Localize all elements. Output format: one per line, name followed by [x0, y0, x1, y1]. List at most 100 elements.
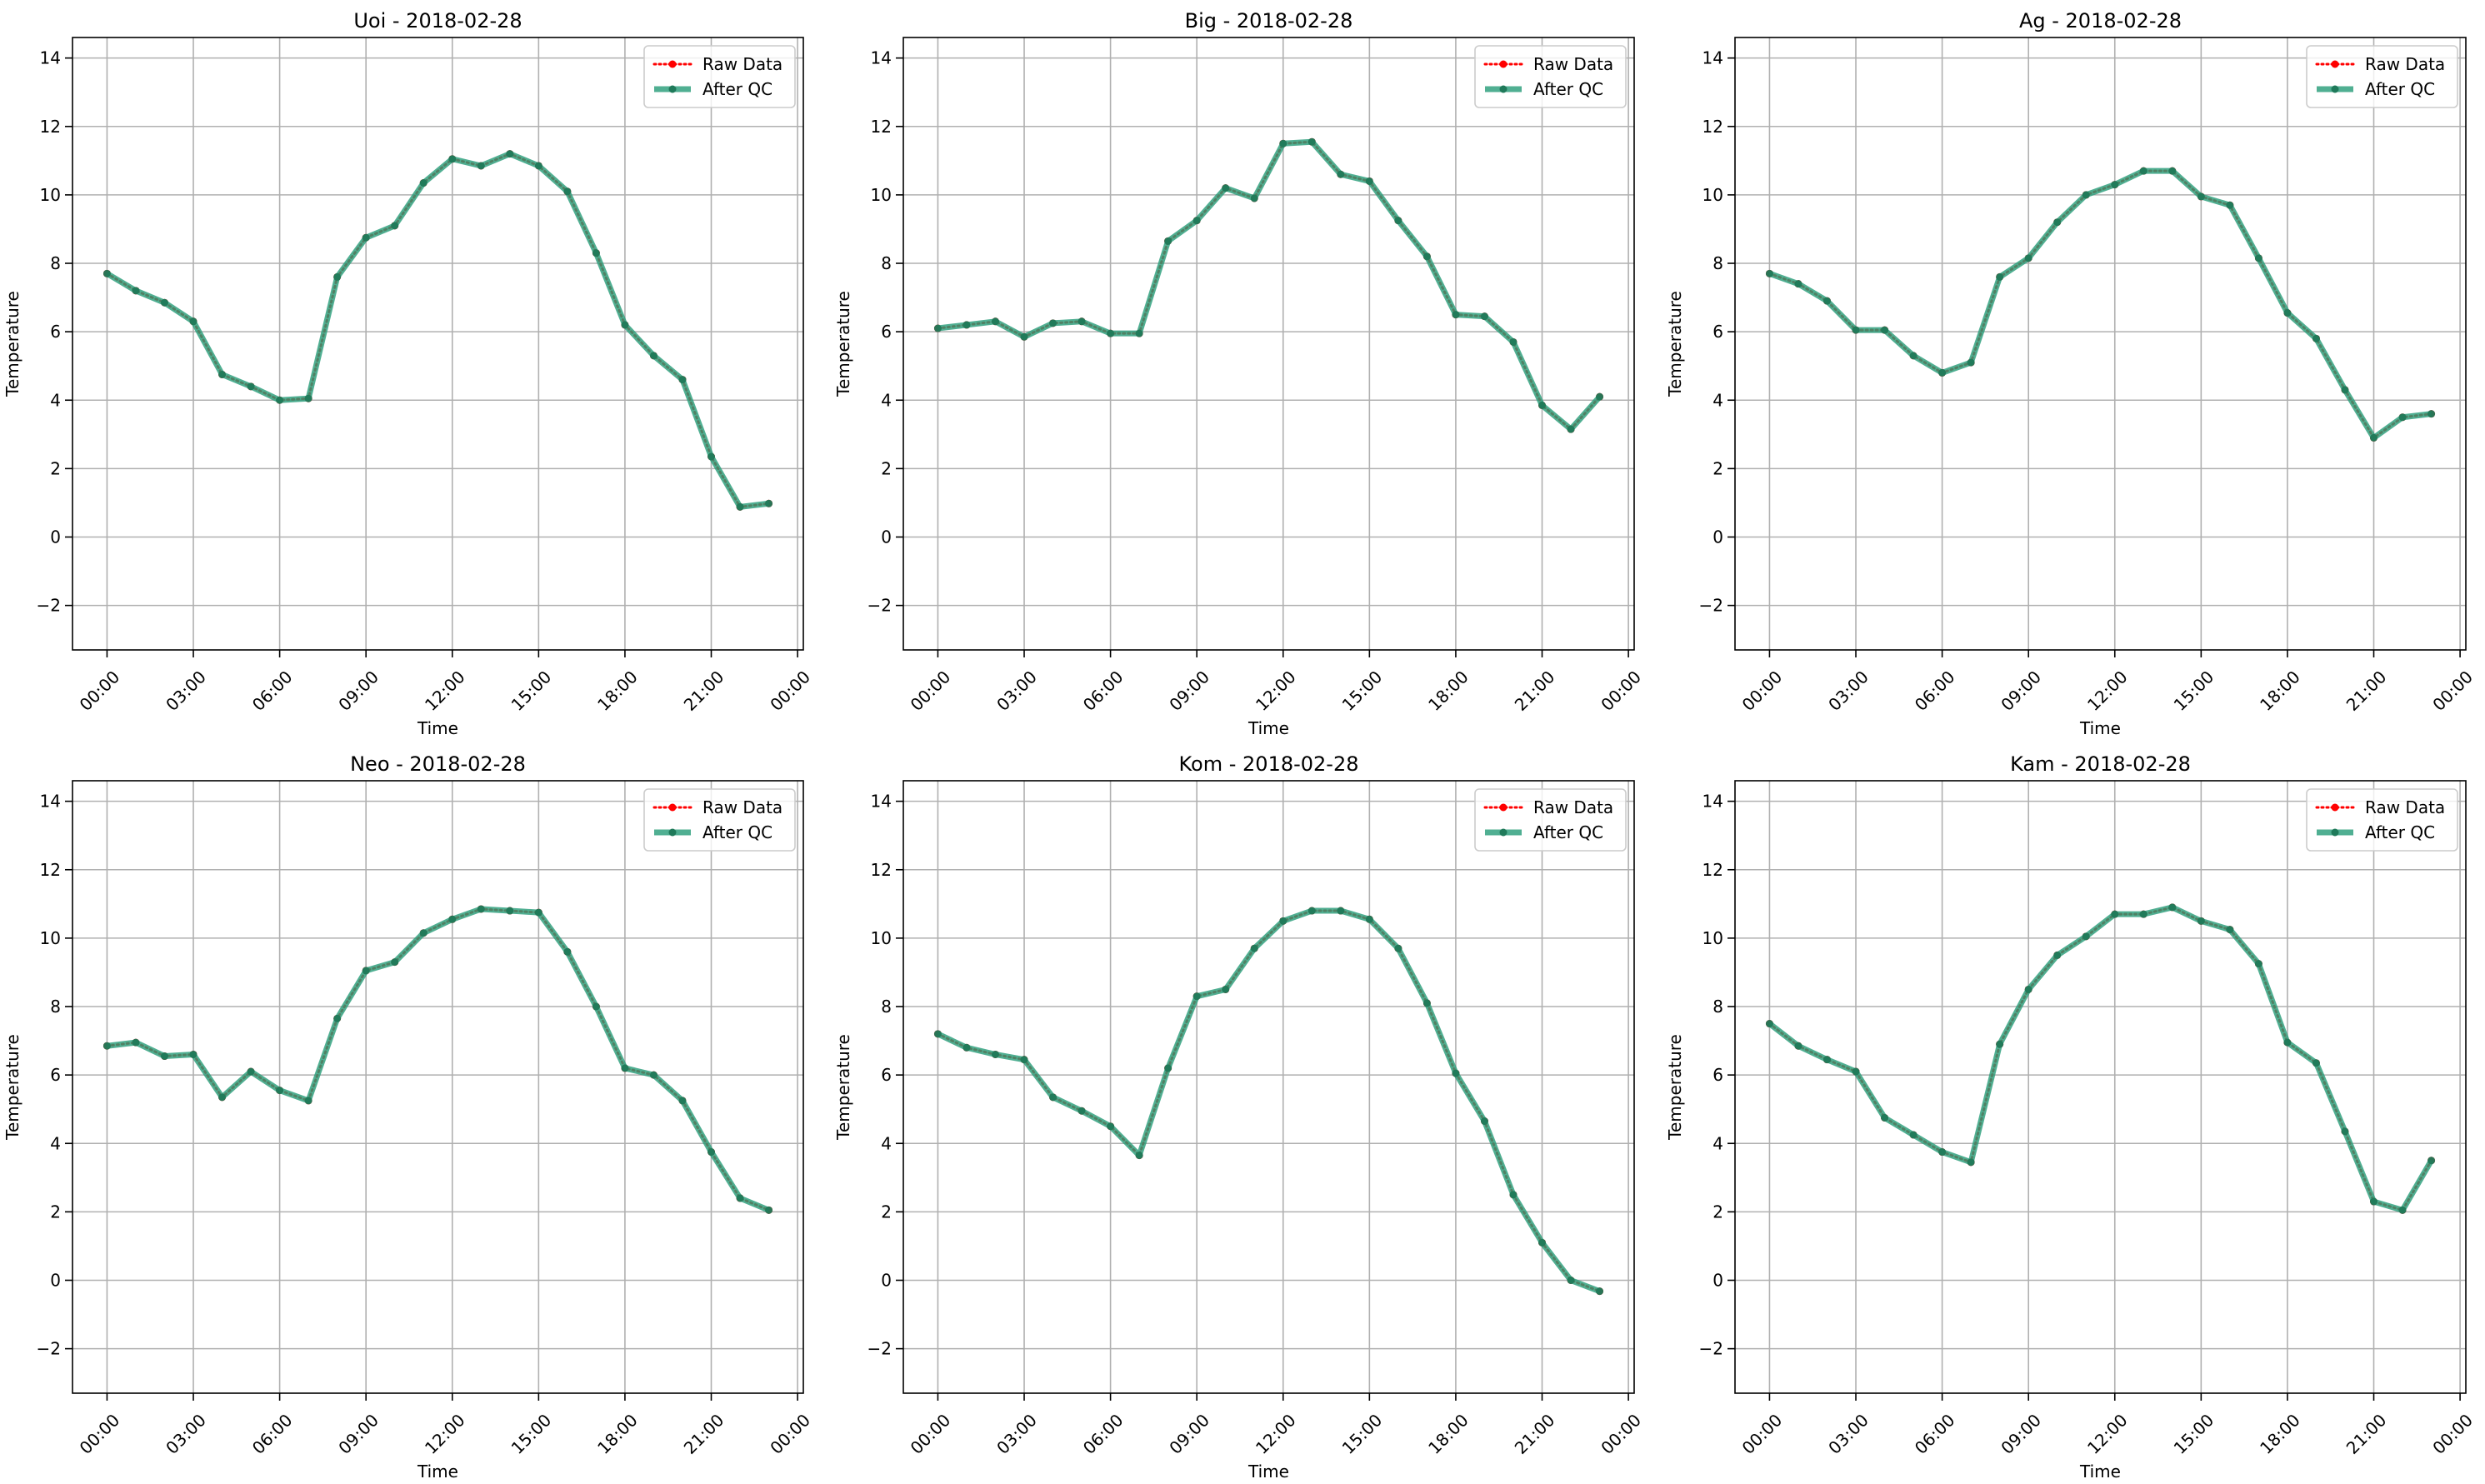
after-qc-point: [102, 1042, 111, 1050]
after-qc-point: [276, 1087, 284, 1095]
after-qc-point: [506, 907, 514, 915]
after-qc-point: [765, 1206, 773, 1214]
legend-qc-label: After QC: [702, 79, 772, 99]
x-tick-label: 09:00: [1165, 1410, 1213, 1458]
x-tick-label: 21:00: [2342, 667, 2391, 715]
y-axis-label: Temperature: [2, 291, 22, 397]
after-qc-point: [1337, 170, 1345, 178]
y-tick-label: 8: [50, 253, 61, 273]
after-qc-line: [1768, 904, 2434, 1213]
axes-frame: [1734, 780, 2467, 1394]
chart-title: Kam - 2018-02-28: [2010, 752, 2191, 776]
after-qc-point: [1365, 915, 1373, 923]
after-qc-line: [938, 138, 1602, 432]
y-tick-label: 8: [1712, 253, 1723, 273]
after-qc-point: [1794, 280, 1802, 288]
x-tick-label: 09:00: [334, 1410, 382, 1458]
after-qc-point: [2428, 410, 2436, 418]
after-qc-point: [247, 382, 255, 391]
axes-frame: [1734, 37, 2467, 651]
y-tick-label: 14: [871, 48, 892, 68]
y-tick-label: 10: [1702, 185, 1723, 205]
legend-raw-marker: [668, 60, 677, 68]
x-tick-label: 12:00: [1252, 1410, 1300, 1458]
raw-data-line: [105, 907, 771, 1212]
after-qc-point: [962, 321, 971, 329]
y-tick-label: 6: [881, 1065, 892, 1085]
after-qc-point: [2197, 917, 2205, 925]
y-tick-label: 4: [50, 1133, 61, 1153]
after-qc-line: [107, 906, 770, 1213]
raw-data-line: [936, 140, 1602, 432]
after-qc-point: [1509, 337, 1518, 346]
x-tick-label: 03:00: [162, 1410, 210, 1458]
after-qc-point: [1509, 1191, 1518, 1199]
after-qc-point: [962, 1043, 971, 1052]
legend-raw-label: Raw Data: [702, 54, 782, 74]
after-qc-point: [1192, 992, 1201, 1001]
x-tick-label: 00:00: [907, 667, 955, 715]
legend: Raw Data After QC: [2306, 788, 2458, 852]
after-qc-point: [132, 287, 140, 295]
y-tick-label: 8: [881, 253, 892, 273]
legend-raw-label: Raw Data: [1533, 797, 1613, 817]
subplot-5: 00:00 03:00 06:00 09:00 12:00 15:00 18:00 21:00…: [1665, 752, 2477, 1482]
x-tick-label: 00:00: [1738, 1410, 1787, 1458]
x-tick-label: 15:00: [508, 667, 556, 715]
y-tick-label: −2: [37, 1339, 61, 1359]
after-qc-point: [1279, 917, 1288, 925]
x-tick-label: 06:00: [1911, 1410, 1959, 1458]
y-tick-label: 8: [50, 997, 61, 1017]
legend: Raw Data After QC: [1474, 788, 1627, 852]
after-qc-point: [2139, 167, 2148, 175]
y-tick-label: 12: [1702, 860, 1723, 880]
after-qc-line: [1768, 167, 2432, 441]
after-qc-point: [1909, 352, 1918, 360]
x-tick-label: 18:00: [593, 667, 642, 715]
x-tick-label: 06:00: [248, 667, 297, 715]
after-qc-point: [2312, 1059, 2320, 1067]
legend-raw-marker: [1499, 60, 1508, 68]
after-qc-point: [276, 396, 284, 404]
after-qc-point: [1480, 312, 1488, 321]
after-qc-point: [102, 269, 111, 277]
x-tick-label: 21:00: [680, 1410, 728, 1458]
after-qc-point: [2053, 218, 2062, 227]
after-qc-point: [1938, 1148, 1947, 1157]
after-qc-point: [1020, 332, 1028, 341]
after-qc-point: [592, 249, 600, 257]
after-qc-point: [1279, 139, 1288, 147]
legend-raw-label: Raw Data: [1533, 54, 1613, 74]
y-tick-label: 0: [1712, 1270, 1723, 1290]
after-qc-point: [448, 915, 457, 923]
y-tick-label: 12: [1702, 117, 1723, 137]
legend: Raw Data After QC: [643, 45, 796, 108]
x-tick-label: 18:00: [1424, 1410, 1472, 1458]
after-qc-point: [1192, 217, 1201, 225]
after-qc-point: [1164, 1064, 1172, 1072]
x-tick-label: 09:00: [1165, 667, 1213, 715]
after-qc-point: [362, 967, 370, 975]
after-qc-point: [991, 1050, 999, 1058]
after-qc-point: [419, 179, 428, 187]
after-qc-point: [1881, 1113, 1889, 1122]
x-axis-label: Time: [417, 1462, 458, 1482]
after-qc-point: [1996, 1040, 2004, 1048]
y-tick-label: 0: [50, 527, 61, 547]
x-tick-label: 12:00: [421, 1410, 469, 1458]
x-tick-label: 03:00: [992, 667, 1041, 715]
after-qc-point: [2139, 910, 2148, 918]
after-qc-point: [621, 1064, 629, 1072]
subplot-4: 00:00 03:00 06:00 09:00 12:00 15:00 18:00 21:00…: [833, 752, 1645, 1482]
after-qc-point: [678, 376, 687, 384]
after-qc-point: [2398, 1206, 2407, 1214]
y-tick-label: 12: [40, 860, 61, 880]
y-tick-label: −2: [37, 596, 61, 616]
after-qc-point: [592, 1002, 600, 1011]
x-tick-label: 06:00: [1079, 1410, 1128, 1458]
after-qc-point: [1967, 1158, 1975, 1167]
x-tick-label: 15:00: [2170, 667, 2218, 715]
after-qc-point: [2370, 433, 2378, 442]
raw-data-line: [105, 152, 771, 508]
after-qc-point: [534, 908, 542, 917]
